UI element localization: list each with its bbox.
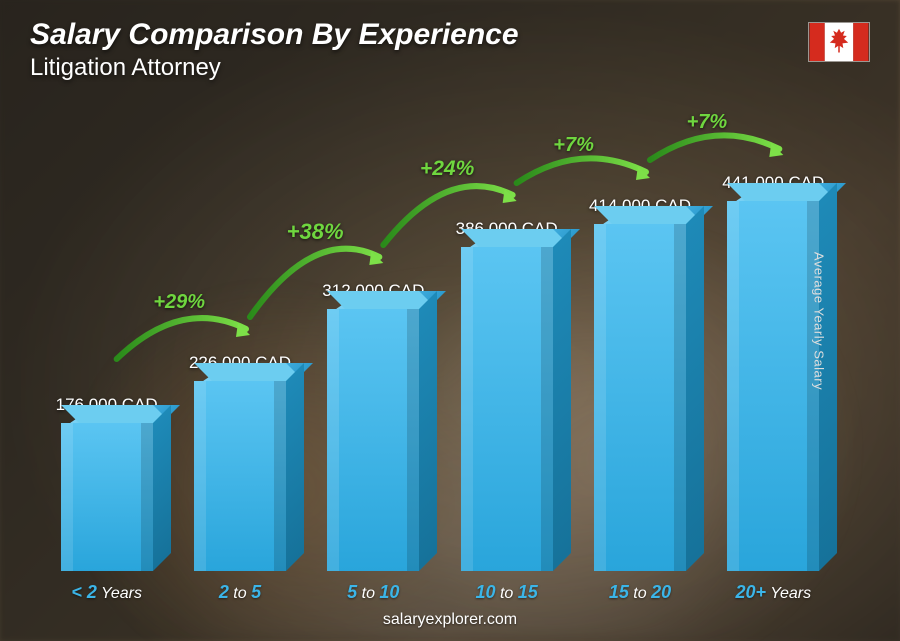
header: Salary Comparison By Experience Litigati… bbox=[30, 18, 519, 82]
increase-percent-label: +7% bbox=[687, 111, 728, 134]
canada-flag-icon bbox=[808, 22, 870, 62]
bar-group: 176,000 CAD< 2 Years bbox=[40, 395, 173, 571]
increase-percent-label: +7% bbox=[553, 134, 594, 157]
page-subtitle: Litigation Attorney bbox=[30, 54, 519, 82]
increase-percent-label: +24% bbox=[420, 157, 474, 181]
bar bbox=[727, 201, 819, 571]
bar bbox=[594, 224, 686, 571]
y-axis-label: Average Yearly Salary bbox=[811, 251, 826, 389]
x-axis-label: 20+ Years bbox=[735, 582, 811, 603]
bar-group: 414,000 CAD15 to 20 bbox=[573, 196, 706, 571]
x-axis-label: 2 to 5 bbox=[219, 582, 261, 603]
bar-group: 226,000 CAD2 to 5 bbox=[173, 353, 306, 571]
bar bbox=[61, 423, 153, 571]
x-axis-label: 5 to 10 bbox=[347, 582, 399, 603]
salary-bar-chart: 176,000 CAD< 2 Years226,000 CAD2 to 5312… bbox=[40, 111, 840, 571]
bar bbox=[194, 381, 286, 571]
x-axis-label: 10 to 15 bbox=[475, 582, 537, 603]
x-axis-label: 15 to 20 bbox=[609, 582, 671, 603]
page-title: Salary Comparison By Experience bbox=[30, 18, 519, 52]
bar-group: 386,000 CAD10 to 15 bbox=[440, 219, 573, 571]
increase-percent-label: +29% bbox=[153, 291, 205, 314]
bar-group: 312,000 CAD5 to 10 bbox=[307, 281, 440, 571]
increase-percent-label: +38% bbox=[287, 219, 344, 245]
footer-credit: salaryexplorer.com bbox=[0, 611, 900, 629]
bar bbox=[327, 309, 419, 571]
bar bbox=[461, 247, 553, 571]
x-axis-label: < 2 Years bbox=[71, 582, 142, 603]
